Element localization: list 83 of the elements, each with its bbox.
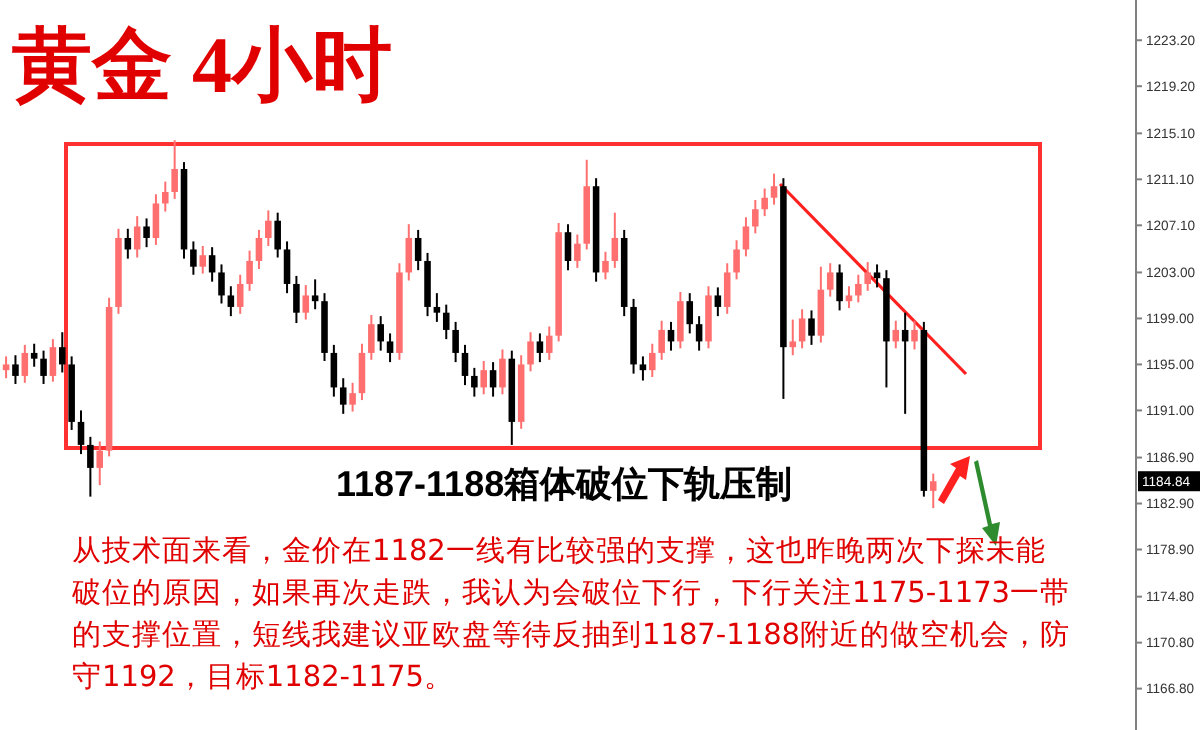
chart-title: 黄金 4小时 — [12, 20, 392, 110]
candlestick — [808, 309, 815, 346]
candlestick — [2, 355, 10, 380]
candlestick — [386, 332, 394, 364]
candlestick — [236, 273, 244, 315]
candlestick — [826, 262, 834, 298]
candlestick — [686, 292, 694, 335]
candlestick — [246, 249, 253, 292]
candlestick — [527, 331, 534, 373]
candlestick — [377, 315, 384, 352]
candlestick — [649, 342, 656, 379]
candlestick — [658, 319, 665, 361]
candlestick — [836, 263, 843, 312]
candlestick — [208, 246, 216, 283]
candlestick — [442, 303, 450, 341]
annotation: 1187-1188箱体破位下轨压制 — [336, 464, 793, 504]
candlestick — [414, 228, 422, 272]
candlestick — [433, 292, 441, 323]
candlestick — [255, 228, 263, 271]
candlestick — [639, 355, 647, 382]
candlestick — [283, 240, 291, 295]
candlestick — [274, 211, 281, 259]
candlestick — [21, 343, 29, 384]
candlestick — [452, 320, 459, 364]
candlestick — [77, 409, 85, 456]
candlestick — [405, 223, 413, 282]
candlestick — [742, 216, 750, 258]
candlestick — [171, 139, 178, 200]
candlestick — [311, 278, 319, 311]
candlestick — [845, 285, 853, 310]
candlestick — [190, 240, 197, 276]
candlestick — [143, 217, 150, 249]
candlestick — [677, 291, 684, 350]
candlestick — [499, 348, 506, 396]
candlestick — [339, 377, 347, 415]
candlestick — [293, 274, 300, 325]
candlestick — [265, 209, 272, 248]
candlestick — [611, 211, 619, 269]
candlestick — [302, 284, 310, 321]
candlestick — [789, 318, 797, 357]
candlestick — [424, 251, 431, 318]
candlestick — [574, 233, 581, 269]
candlestick — [368, 313, 375, 361]
candlestick — [817, 265, 825, 344]
candlestick — [911, 319, 918, 351]
candlestick — [536, 332, 544, 364]
candlestick — [152, 193, 160, 246]
candlestick — [133, 215, 141, 259]
candlestick — [227, 285, 235, 318]
candlestick — [330, 343, 338, 398]
candlestick — [59, 331, 66, 374]
candlestick — [480, 359, 487, 396]
candlestick — [218, 263, 225, 305]
candlestick — [162, 180, 169, 213]
candlestick — [12, 354, 19, 385]
candlestick — [30, 342, 38, 368]
candlestick — [545, 325, 553, 361]
candlestick — [798, 308, 806, 350]
candlestick — [752, 199, 759, 235]
candlestick — [770, 172, 778, 206]
candlestick — [733, 239, 740, 281]
candlestick — [714, 286, 722, 318]
candlestick — [40, 349, 47, 385]
candlestick — [87, 435, 94, 498]
candlestick — [602, 250, 609, 281]
candlestick — [358, 342, 366, 402]
candlestick — [929, 472, 937, 510]
candlestick — [705, 285, 712, 350]
candlestick — [49, 338, 57, 383]
candlestick — [695, 315, 703, 352]
candlestick — [471, 366, 478, 398]
candlestick — [855, 273, 862, 304]
candlestick — [761, 187, 768, 218]
candlestick — [723, 262, 731, 315]
candlestick — [96, 440, 104, 487]
annotation: 从技术面来看，金价在1182一线有比较强的支撑，这也昨晚两次下探未能破位的原因，如果再次走跌，我认为会破位下行，下行关注1175-1173一带的支撑位置，短线我建议亚欧盘等待反抽到1187-1188附近的做空机会，防守1192，目标1182-1175。 — [72, 534, 1072, 698]
candlestick — [864, 261, 871, 292]
candlestick — [461, 343, 469, 387]
candlestick — [873, 263, 881, 289]
candlestick — [564, 223, 572, 272]
candlestick — [349, 381, 356, 413]
candlestick — [199, 245, 207, 275]
candlestick — [489, 361, 497, 398]
